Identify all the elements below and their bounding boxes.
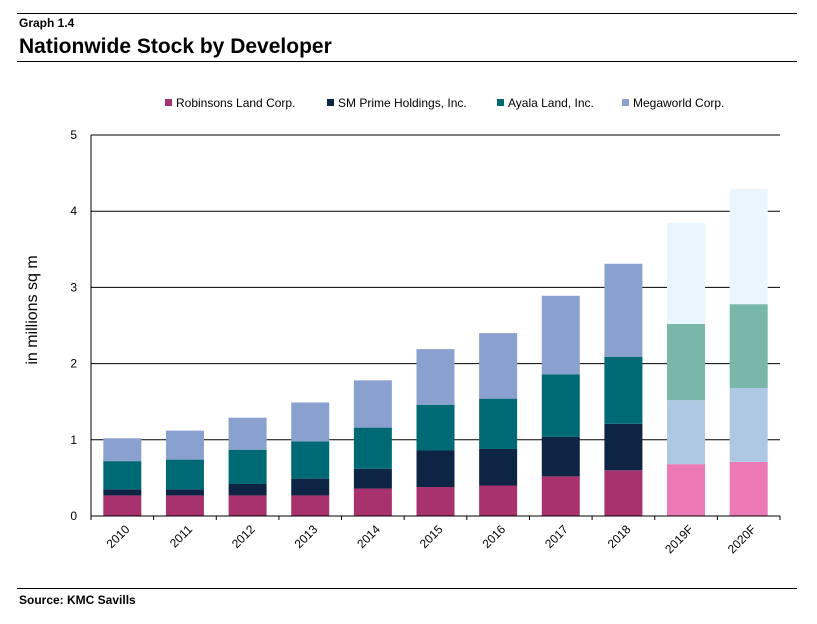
bar-segment <box>103 489 142 496</box>
bars <box>103 189 768 516</box>
x-tick-label: 2017 <box>542 522 571 551</box>
bar-segment <box>165 459 204 490</box>
legend: Robinsons Land Corp. SM Prime Holdings, I… <box>165 96 724 110</box>
bar-segment <box>228 449 267 484</box>
y-axis-label: in millions sq m <box>24 255 41 364</box>
x-tick-label: 2020F <box>725 522 759 556</box>
graph-label: Graph 1.4 <box>19 16 75 30</box>
bar-segment <box>479 485 518 516</box>
y-tick-label: 5 <box>70 128 77 142</box>
bar-segment <box>291 495 330 516</box>
bar-segment <box>667 323 706 401</box>
bar-segment <box>667 400 706 465</box>
bar-segment <box>103 495 142 516</box>
bar-segment <box>416 450 455 488</box>
legend-swatch <box>327 99 334 106</box>
x-tick-label: 2011 <box>167 522 195 550</box>
bar-segment <box>165 430 204 460</box>
source-note: Source: KMC Savills <box>19 593 136 607</box>
x-tick-label: 2015 <box>417 522 446 551</box>
bar-segment <box>353 427 392 469</box>
bar-segment <box>604 263 643 357</box>
bottom-rule <box>17 588 797 589</box>
bar-segment <box>228 495 267 516</box>
bar-segment <box>353 488 392 516</box>
bar-segment <box>541 374 580 437</box>
legend-label: Megaworld Corp. <box>633 96 724 110</box>
stacked-bar-chart: Robinsons Land Corp. SM Prime Holdings, I… <box>24 96 781 556</box>
bar-segment <box>416 349 455 405</box>
bar-segment <box>604 356 643 424</box>
x-tick-label: 2018 <box>605 522 634 551</box>
x-tick-label: 2014 <box>354 522 383 551</box>
bar-segment <box>667 464 706 516</box>
bar-segment <box>729 387 768 462</box>
bar-segment <box>165 495 204 516</box>
bar-segment <box>729 304 768 388</box>
bar-segment <box>667 222 706 324</box>
x-tick-label: 2010 <box>104 522 133 551</box>
y-tick-label: 4 <box>70 204 77 218</box>
bar-segment <box>729 189 768 305</box>
bar-segment <box>479 333 518 399</box>
y-tick-label: 0 <box>70 509 77 523</box>
legend-label: Robinsons Land Corp. <box>176 96 295 110</box>
bar-segment <box>103 438 142 462</box>
bar-segment <box>479 398 518 449</box>
bar-segment <box>604 470 643 516</box>
title-rule <box>17 61 797 62</box>
x-tick-label: 2016 <box>479 522 508 551</box>
bar-segment <box>416 404 455 451</box>
bar-segment <box>291 402 330 442</box>
legend-swatch <box>622 99 629 106</box>
bar-segment <box>541 476 580 516</box>
bar-segment <box>541 436 580 477</box>
bar-segment <box>541 295 580 375</box>
top-rule <box>17 13 797 14</box>
chart-title: Nationwide Stock by Developer <box>19 35 332 58</box>
bar-segment <box>729 461 768 516</box>
bar-segment <box>291 441 330 479</box>
bar-segment <box>479 448 518 486</box>
y-tick-label: 2 <box>70 357 77 371</box>
legend-label: SM Prime Holdings, Inc. <box>338 96 467 110</box>
y-tick-label: 3 <box>70 280 77 294</box>
bar-segment <box>165 489 204 496</box>
x-tick-label: 2012 <box>229 522 258 551</box>
bar-segment <box>228 483 267 496</box>
bar-segment <box>103 461 142 490</box>
bar-segment <box>228 417 267 450</box>
legend-label: Ayala Land, Inc. <box>508 96 594 110</box>
bar-segment <box>416 487 455 516</box>
bar-segment <box>291 478 330 496</box>
legend-swatch <box>497 99 504 106</box>
x-tick-label: 2013 <box>292 522 321 551</box>
y-tick-label: 1 <box>70 433 77 447</box>
x-tick-label: 2019F <box>662 522 696 556</box>
bar-segment <box>604 423 643 471</box>
bar-segment <box>353 468 392 489</box>
bar-segment <box>353 380 392 428</box>
legend-swatch <box>165 99 172 106</box>
